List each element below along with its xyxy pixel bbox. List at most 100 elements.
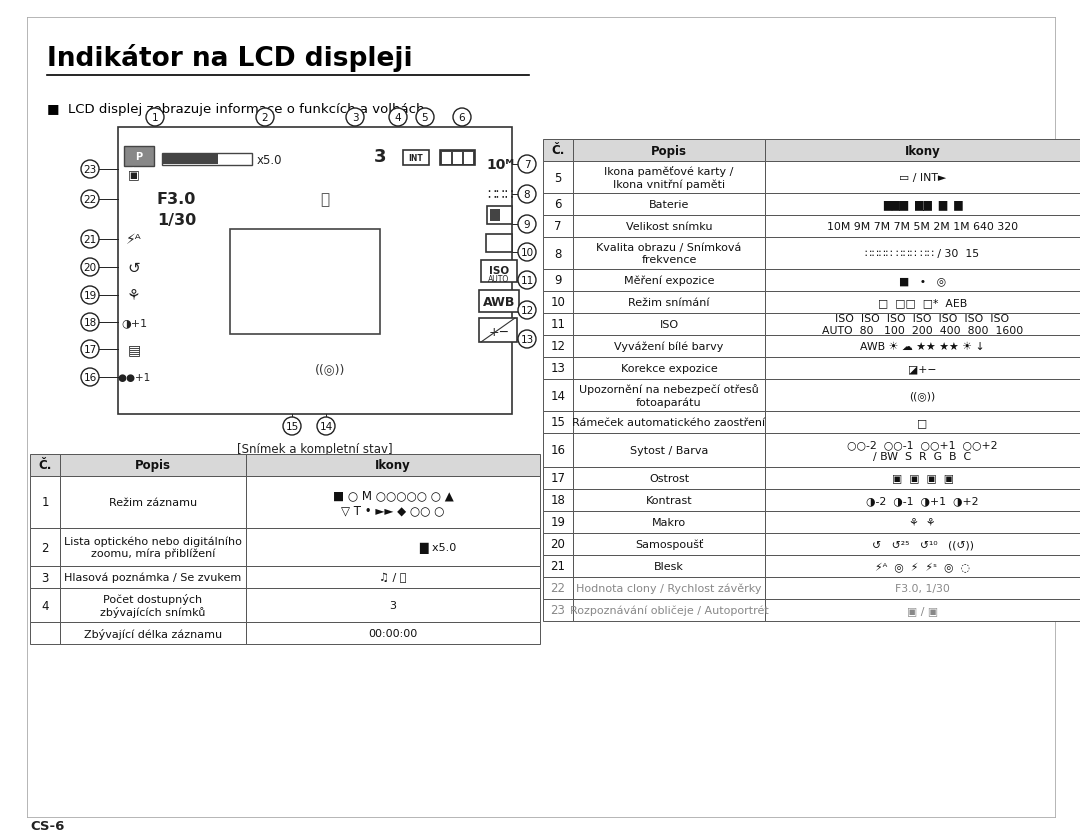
Bar [543,314,573,335]
Text: Lista optického nebo digitálního
zoomu, míra přiblížení: Lista optického nebo digitálního zoomu, … [64,536,242,558]
Text: AWB ☀ ☁ ★★ ★★ ☀ ↓: AWB ☀ ☁ ★★ ★★ ☀ ↓ [860,342,985,352]
Text: 19: 19 [551,516,566,529]
Text: 12: 12 [551,340,566,353]
Bar [765,270,1080,292]
Text: 23: 23 [551,604,566,617]
Circle shape [256,109,274,127]
Text: ISO: ISO [489,266,509,276]
Text: ▣: ▣ [129,168,140,181]
Text: ∷∷∷: ∷∷∷ [487,188,513,201]
Bar [60,622,246,645]
Bar [573,512,765,533]
Text: Samospoušť: Samospoušť [635,539,703,550]
Text: ▭ / INT►: ▭ / INT► [899,173,946,183]
Bar [573,237,765,270]
Bar [543,292,573,314]
Text: Korekce expozice: Korekce expozice [621,364,717,374]
Bar [543,380,573,411]
Text: 6: 6 [459,113,465,123]
Bar [573,292,765,314]
Circle shape [146,109,164,127]
Text: 5: 5 [554,171,562,184]
Text: 8: 8 [554,247,562,260]
Text: Popis: Popis [651,145,687,157]
Bar [765,467,1080,489]
Text: ISO  ISO  ISO  ISO  ISO  ISO  ISO
AUTO  80   100  200  400  800  1600: ISO ISO ISO ISO ISO ISO ISO AUTO 80 100 … [822,314,1023,335]
Bar [162,154,252,166]
Text: ▣  ▣  ▣  ▣: ▣ ▣ ▣ ▣ [891,473,954,483]
Bar [765,140,1080,162]
Bar [765,162,1080,194]
Text: 7: 7 [554,220,562,233]
Text: 18: 18 [83,318,96,328]
Bar [246,477,540,528]
Text: Kontrast: Kontrast [646,496,692,506]
Text: 10: 10 [551,296,566,309]
Text: 6: 6 [554,198,562,212]
Bar [573,314,765,335]
Text: Č.: Č. [38,459,52,472]
Text: 🎤: 🎤 [321,192,329,207]
Text: CS-6: CS-6 [30,819,65,832]
Text: 13: 13 [521,334,534,344]
Bar [60,477,246,528]
Text: 5: 5 [421,113,429,123]
Text: Režim záznamu: Režim záznamu [109,497,197,507]
Bar [765,489,1080,512]
Text: □: □ [917,417,928,427]
Text: F3.0: F3.0 [157,192,197,207]
Circle shape [518,330,536,349]
Bar [573,162,765,194]
Bar [246,455,540,477]
Circle shape [81,191,99,209]
Bar [543,194,573,216]
Text: 21: 21 [83,235,96,245]
Bar [453,153,462,165]
Bar [481,261,517,283]
Bar [765,292,1080,314]
Text: ✓: ✓ [130,167,135,173]
Circle shape [518,186,536,204]
Bar [573,335,765,358]
Text: Ikony: Ikony [905,145,941,157]
Bar [543,237,573,270]
Text: 11: 11 [521,276,534,286]
Text: 9: 9 [554,274,562,287]
Bar [246,622,540,645]
Text: ■   •   ◎: ■ • ◎ [899,276,946,286]
Text: Měření expozice: Měření expozice [624,275,714,286]
Text: 3: 3 [41,571,49,584]
Bar [30,566,60,589]
Text: Baterie: Baterie [649,200,689,210]
Circle shape [518,244,536,262]
Text: ⚡ᴬ: ⚡ᴬ [126,232,141,247]
Text: x5.0: x5.0 [257,153,283,166]
Circle shape [518,155,536,174]
Text: 10ᴹ: 10ᴹ [486,158,514,171]
Bar [124,147,154,167]
Bar [573,555,765,578]
Text: Ikona paměťové karty /
Ikona vnitřní paměti: Ikona paměťové karty / Ikona vnitřní pam… [605,166,733,190]
Text: Vyvážení bílé barvy: Vyvážení bílé barvy [615,341,724,352]
Circle shape [518,216,536,234]
Text: AWB: AWB [483,295,515,308]
Text: 12: 12 [521,306,534,316]
Bar [573,270,765,292]
Text: 16: 16 [83,373,96,383]
Text: Popis: Popis [135,459,171,472]
Text: F3.0, 1/30: F3.0, 1/30 [895,584,950,594]
Circle shape [346,109,364,127]
Text: 9: 9 [524,220,530,230]
Circle shape [81,287,99,304]
Text: ▣ / ▣: ▣ / ▣ [907,605,939,615]
Text: 17: 17 [83,344,96,354]
Bar [487,206,512,225]
Bar [246,589,540,622]
Bar [543,467,573,489]
Text: ●●+1: ●●+1 [118,373,150,383]
Bar [543,162,573,194]
Text: Hlasová poznámka / Se zvukem: Hlasová poznámka / Se zvukem [65,572,242,583]
Bar [480,319,517,343]
Bar [440,150,475,166]
Bar [490,210,500,222]
